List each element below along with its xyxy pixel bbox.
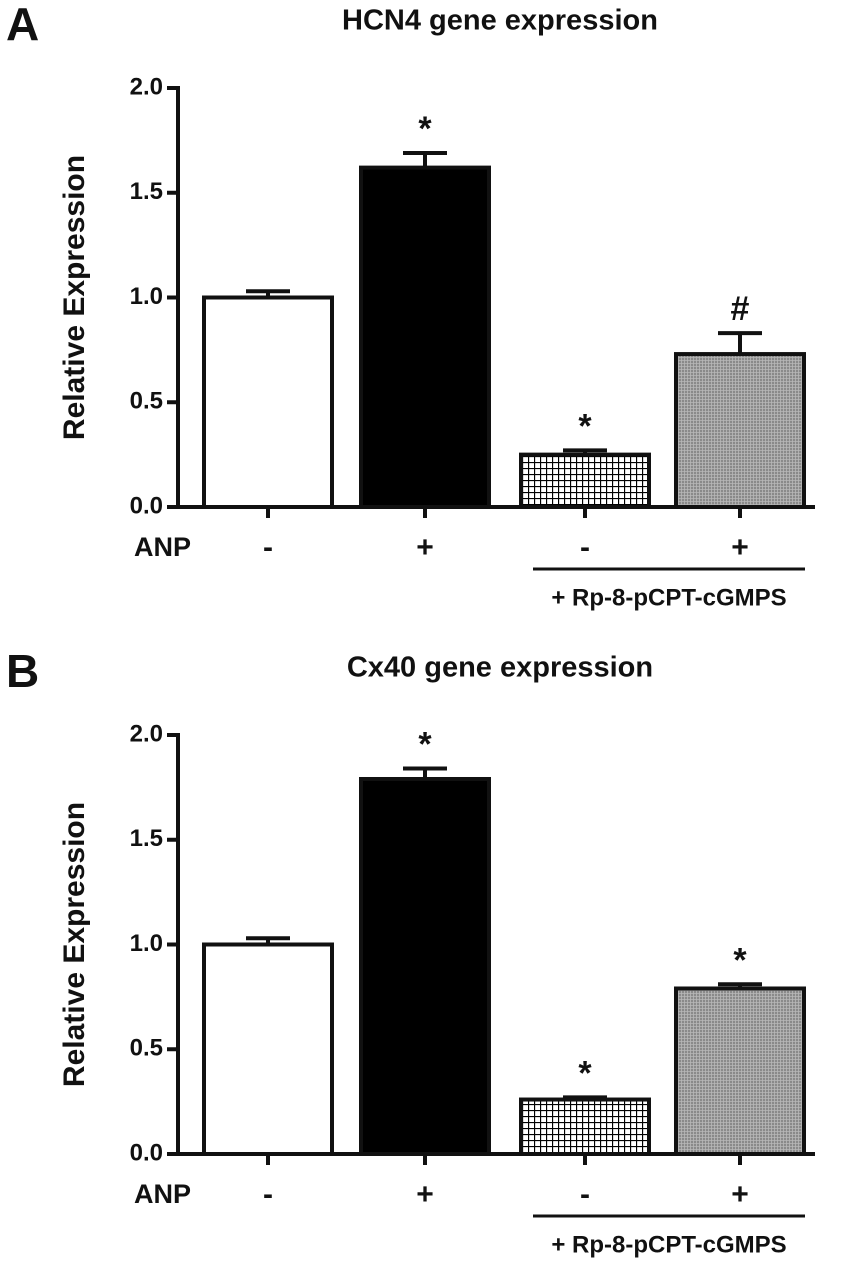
- x-tick-label: -: [263, 531, 273, 564]
- x-tick-label: -: [263, 1178, 273, 1211]
- significance-mark: #: [731, 290, 750, 328]
- y-tick-label: 0.5: [130, 1035, 163, 1062]
- x-row-label: ANP: [134, 1179, 191, 1209]
- x-tick-label: +: [731, 1178, 749, 1211]
- bar: [202, 295, 334, 509]
- significance-mark: *: [578, 1054, 592, 1092]
- significance-mark: *: [418, 110, 432, 148]
- panel-letter: A: [6, 0, 39, 50]
- bar: [202, 942, 334, 1156]
- bar: [519, 1097, 651, 1157]
- bar: [674, 352, 806, 509]
- significance-mark: *: [578, 407, 592, 445]
- x-tick-label: +: [416, 531, 434, 564]
- y-tick-label: 1.0: [130, 930, 163, 957]
- x-tick-label: +: [416, 1178, 434, 1211]
- y-tick-label: 0.5: [130, 388, 163, 415]
- x-tick-label: -: [580, 1178, 590, 1211]
- x-row-label: ANP: [134, 532, 191, 562]
- y-tick-label: 0.0: [130, 492, 163, 519]
- y-tick-label: 2.0: [130, 73, 163, 100]
- bar: [519, 452, 651, 509]
- y-tick-label: 1.5: [130, 178, 163, 205]
- chart-title: HCN4 gene expression: [342, 5, 658, 37]
- chart-title: Cx40 gene expression: [347, 652, 653, 684]
- x-tick-label: -: [580, 531, 590, 564]
- group-label: + Rp-8-pCPT-cGMPS: [551, 584, 786, 611]
- x-tick-label: +: [731, 531, 749, 564]
- y-tick-label: 0.0: [130, 1139, 163, 1166]
- bar: [359, 165, 491, 510]
- y-tick-label: 1.0: [130, 283, 163, 310]
- significance-mark: *: [418, 726, 432, 764]
- y-axis-label: Relative Expression: [58, 802, 91, 1087]
- group-label: + Rp-8-pCPT-cGMPS: [551, 1231, 786, 1258]
- y-tick-label: 1.5: [130, 825, 163, 852]
- significance-mark: *: [733, 941, 747, 979]
- bar: [674, 986, 806, 1156]
- bar: [359, 776, 491, 1156]
- panel-letter: B: [6, 645, 39, 697]
- y-axis-label: Relative Expression: [58, 155, 91, 440]
- y-tick-label: 2.0: [130, 720, 163, 747]
